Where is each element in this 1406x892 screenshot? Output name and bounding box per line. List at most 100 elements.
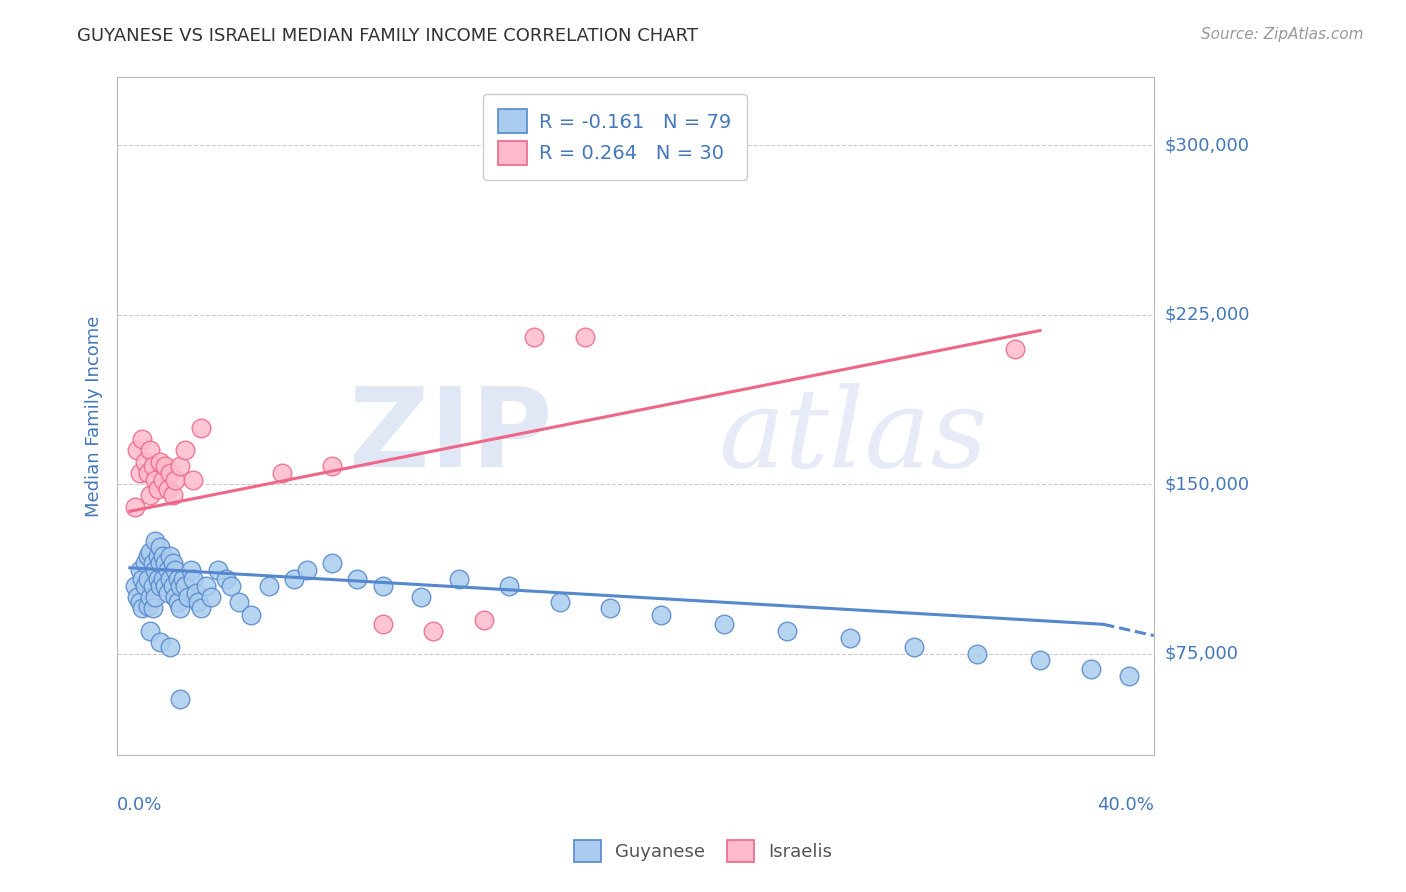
Point [156, 585, 179, 599]
Point [321, 459, 343, 474]
Point [139, 590, 162, 604]
Point [162, 556, 184, 570]
Point [152, 572, 174, 586]
Point [371, 617, 394, 632]
Legend: Guyanese, Israelis: Guyanese, Israelis [567, 833, 839, 870]
Point [422, 624, 444, 638]
Point [162, 488, 184, 502]
Point [155, 579, 177, 593]
Point [257, 579, 280, 593]
Point [1004, 342, 1026, 356]
Point [136, 599, 159, 614]
Point [149, 556, 172, 570]
Point [124, 579, 146, 593]
Point [159, 640, 181, 654]
Point [136, 572, 159, 586]
Text: 0.0%: 0.0% [117, 796, 163, 814]
Text: $75,000: $75,000 [1166, 645, 1239, 663]
Point [1118, 669, 1140, 683]
Point [131, 601, 153, 615]
Point [240, 608, 263, 623]
Point [409, 590, 432, 604]
Point [167, 572, 190, 586]
Point [159, 572, 181, 586]
Point [146, 549, 169, 564]
Point [776, 624, 799, 638]
Point [650, 608, 672, 623]
Point [142, 459, 165, 474]
Text: 40.0%: 40.0% [1097, 796, 1154, 814]
Point [155, 459, 177, 474]
Point [283, 572, 305, 586]
Point [143, 473, 166, 487]
Point [498, 579, 520, 593]
Point [200, 590, 222, 604]
Text: $300,000: $300,000 [1166, 136, 1250, 154]
Point [156, 482, 179, 496]
Point [127, 590, 149, 604]
Point [124, 500, 146, 514]
Point [181, 572, 204, 586]
Point [129, 466, 152, 480]
Y-axis label: Median Family Income: Median Family Income [86, 316, 103, 517]
Point [181, 473, 204, 487]
Point [194, 579, 217, 593]
Point [155, 556, 177, 570]
Point [169, 579, 191, 593]
Text: $225,000: $225,000 [1166, 306, 1250, 324]
Point [143, 563, 166, 577]
Point [167, 595, 190, 609]
Point [187, 595, 209, 609]
Legend: R = -0.161   N = 79, R = 0.264   N = 30: R = -0.161 N = 79, R = 0.264 N = 30 [482, 94, 747, 180]
Point [139, 624, 162, 638]
Point [165, 473, 187, 487]
Point [149, 579, 172, 593]
Point [142, 556, 165, 570]
Point [190, 420, 212, 434]
Point [1029, 653, 1052, 667]
Text: GUYANESE VS ISRAELI MEDIAN FAMILY INCOME CORRELATION CHART: GUYANESE VS ISRAELI MEDIAN FAMILY INCOME… [77, 27, 699, 45]
Point [215, 572, 238, 586]
Point [346, 572, 368, 586]
Text: ZIP: ZIP [349, 384, 553, 491]
Point [574, 330, 596, 344]
Point [169, 601, 191, 615]
Point [129, 595, 152, 609]
Point [127, 443, 149, 458]
Point [149, 635, 172, 649]
Point [321, 556, 343, 570]
Point [149, 454, 172, 468]
Point [149, 541, 172, 555]
Point [190, 601, 212, 615]
Point [146, 572, 169, 586]
Point [174, 579, 197, 593]
Point [903, 640, 925, 654]
Point [371, 579, 394, 593]
Point [177, 590, 200, 604]
Point [134, 579, 156, 593]
Point [966, 647, 988, 661]
Point [169, 691, 191, 706]
Point [143, 533, 166, 548]
Point [146, 482, 169, 496]
Point [172, 572, 194, 586]
Point [295, 563, 318, 577]
Point [599, 601, 621, 615]
Point [548, 595, 571, 609]
Text: atlas: atlas [718, 383, 988, 491]
Point [134, 556, 156, 570]
Point [270, 466, 292, 480]
Point [131, 572, 153, 586]
Point [142, 601, 165, 615]
Point [162, 579, 184, 593]
Point [139, 545, 162, 559]
Text: Source: ZipAtlas.com: Source: ZipAtlas.com [1201, 27, 1364, 42]
Point [139, 488, 162, 502]
Point [174, 443, 197, 458]
Point [139, 443, 162, 458]
Point [165, 563, 187, 577]
Point [184, 585, 207, 599]
Point [228, 595, 250, 609]
Point [523, 330, 546, 344]
Point [143, 590, 166, 604]
